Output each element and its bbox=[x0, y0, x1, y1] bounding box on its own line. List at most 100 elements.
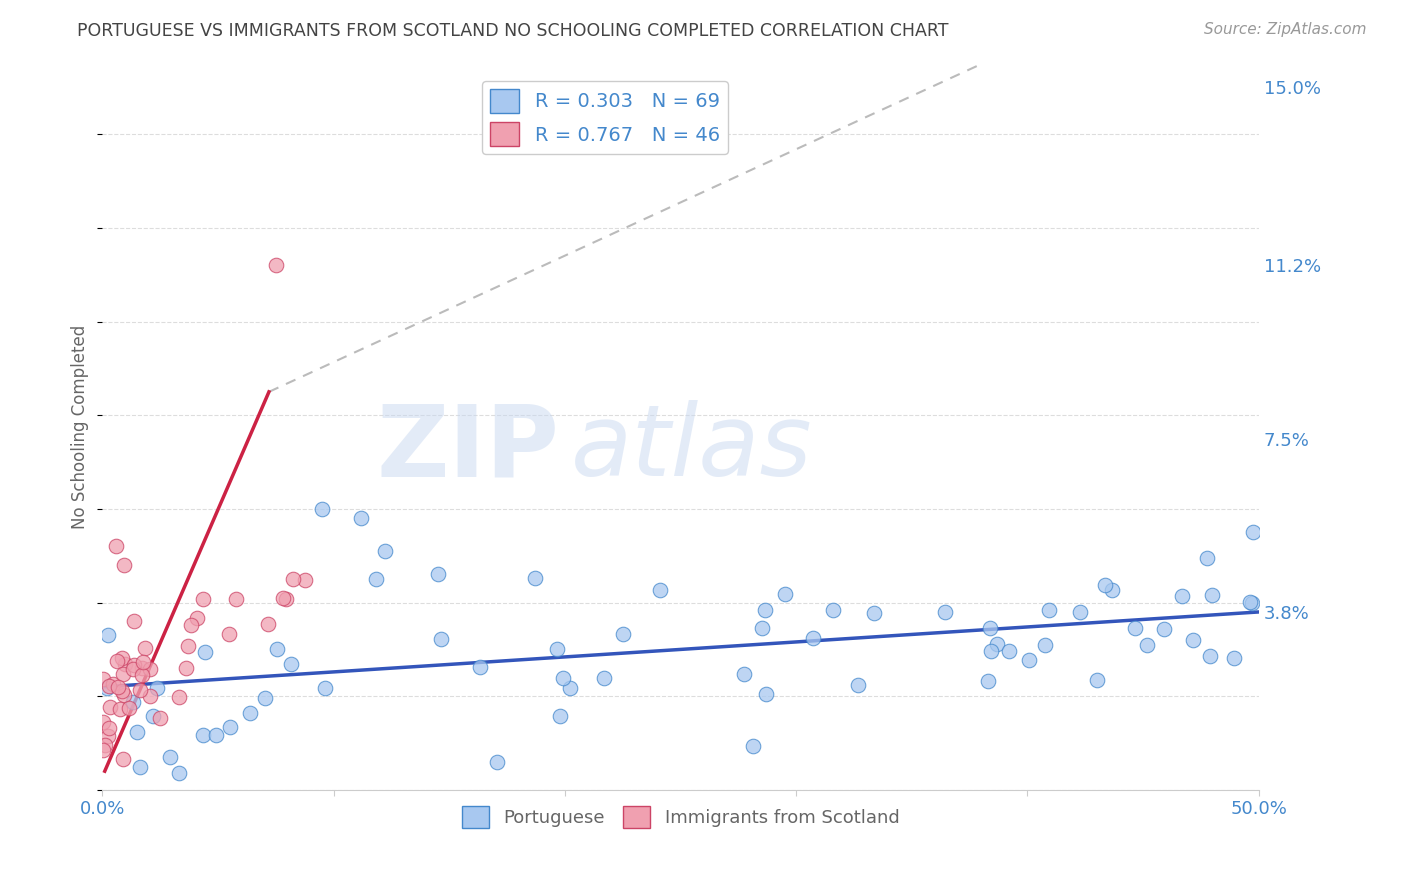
Point bbox=[742, 739, 765, 753]
Point bbox=[548, 708, 571, 723]
Point bbox=[427, 567, 450, 582]
Point bbox=[366, 572, 388, 586]
Point bbox=[225, 591, 247, 606]
Point bbox=[91, 743, 114, 757]
Point bbox=[1198, 649, 1220, 664]
Point bbox=[551, 672, 574, 686]
Point bbox=[1136, 638, 1159, 652]
Point bbox=[105, 654, 128, 668]
Point bbox=[986, 637, 1008, 651]
Point bbox=[314, 681, 336, 696]
Point bbox=[1170, 590, 1192, 604]
Point bbox=[997, 643, 1019, 657]
Point bbox=[149, 711, 172, 725]
Point bbox=[1038, 602, 1060, 616]
Point bbox=[96, 681, 118, 696]
Point bbox=[1153, 622, 1175, 636]
Point bbox=[101, 676, 124, 690]
Point bbox=[1223, 651, 1246, 665]
Point bbox=[374, 544, 396, 558]
Point bbox=[177, 639, 200, 653]
Point bbox=[98, 700, 121, 714]
Point bbox=[112, 688, 135, 702]
Point bbox=[755, 687, 778, 701]
Point bbox=[547, 641, 569, 656]
Point bbox=[1123, 621, 1146, 635]
Point bbox=[1197, 551, 1219, 566]
Point bbox=[94, 738, 117, 752]
Point bbox=[114, 657, 136, 672]
Point bbox=[111, 667, 134, 681]
Point bbox=[97, 628, 120, 642]
Point bbox=[118, 701, 141, 715]
Point bbox=[1094, 578, 1116, 592]
Text: ZIP: ZIP bbox=[377, 401, 560, 497]
Point bbox=[863, 606, 886, 620]
Point bbox=[311, 502, 333, 516]
Point bbox=[821, 603, 844, 617]
Point bbox=[131, 668, 153, 682]
Point bbox=[131, 661, 153, 675]
Point bbox=[1239, 595, 1261, 609]
Point bbox=[1033, 639, 1056, 653]
Point bbox=[159, 750, 181, 764]
Point bbox=[142, 708, 165, 723]
Point bbox=[593, 671, 616, 685]
Point bbox=[112, 558, 135, 573]
Point bbox=[174, 661, 197, 675]
Point bbox=[110, 701, 132, 715]
Point bbox=[91, 672, 114, 686]
Legend: Portuguese, Immigrants from Scotland: Portuguese, Immigrants from Scotland bbox=[454, 799, 907, 835]
Point bbox=[132, 655, 155, 669]
Point bbox=[775, 587, 797, 601]
Point bbox=[754, 603, 776, 617]
Point bbox=[138, 690, 160, 704]
Point bbox=[134, 640, 156, 655]
Point bbox=[111, 650, 134, 665]
Point bbox=[194, 645, 217, 659]
Point bbox=[97, 679, 120, 693]
Point bbox=[283, 572, 305, 586]
Point bbox=[1101, 582, 1123, 597]
Point bbox=[980, 644, 1002, 658]
Point bbox=[97, 729, 120, 743]
Point bbox=[430, 632, 453, 647]
Point bbox=[648, 583, 671, 598]
Point bbox=[1240, 596, 1263, 610]
Point bbox=[107, 681, 129, 695]
Text: atlas: atlas bbox=[571, 401, 813, 497]
Point bbox=[1069, 605, 1091, 619]
Point bbox=[256, 617, 278, 632]
Point bbox=[524, 571, 547, 585]
Point bbox=[121, 695, 143, 709]
Point bbox=[271, 591, 294, 605]
Point bbox=[218, 627, 240, 641]
Point bbox=[612, 627, 634, 641]
Point bbox=[91, 714, 114, 729]
Point bbox=[191, 728, 214, 742]
Y-axis label: No Schooling Completed: No Schooling Completed bbox=[72, 325, 89, 529]
Point bbox=[128, 759, 150, 773]
Point bbox=[239, 706, 262, 721]
Point bbox=[127, 725, 149, 739]
Point bbox=[934, 605, 956, 619]
Text: PORTUGUESE VS IMMIGRANTS FROM SCOTLAND NO SCHOOLING COMPLETED CORRELATION CHART: PORTUGUESE VS IMMIGRANTS FROM SCOTLAND N… bbox=[77, 22, 949, 40]
Point bbox=[122, 662, 145, 676]
Point bbox=[253, 690, 276, 705]
Point bbox=[105, 540, 128, 554]
Point bbox=[264, 259, 287, 273]
Point bbox=[1181, 633, 1204, 648]
Point bbox=[169, 766, 191, 780]
Point bbox=[112, 751, 135, 765]
Point bbox=[205, 728, 228, 742]
Point bbox=[191, 592, 214, 607]
Point bbox=[266, 642, 288, 657]
Point bbox=[846, 677, 869, 691]
Point bbox=[186, 611, 208, 625]
Point bbox=[294, 573, 316, 587]
Point bbox=[485, 755, 508, 769]
Point bbox=[122, 658, 145, 673]
Point bbox=[276, 591, 298, 606]
Point bbox=[218, 720, 240, 734]
Point bbox=[167, 690, 190, 705]
